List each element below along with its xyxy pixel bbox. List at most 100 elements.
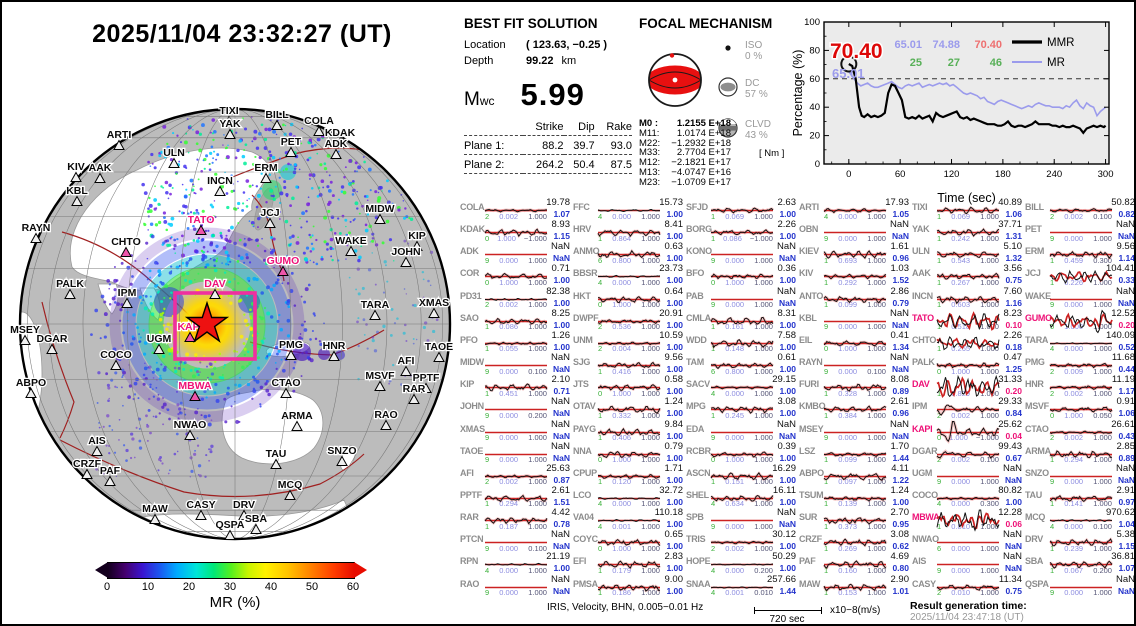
wave-params: 1 0.067 0.200 — [1050, 565, 1112, 575]
wave-params: 0 1.000 1.000 — [711, 277, 773, 287]
wave-cell-KAPI: KAPI 25.62 0.04 0 1.000 −1.000 — [912, 419, 1022, 444]
station-label: CTAO — [272, 377, 301, 389]
rake-header: Rake — [606, 121, 632, 133]
wave-station-code: NNA — [573, 445, 592, 456]
wave-params: 4 0.000 1.000 — [485, 565, 547, 575]
station-triangle-icon — [184, 429, 196, 440]
wave-amplitude-value: NaN — [1115, 462, 1135, 474]
svg-text:0: 0 — [846, 169, 851, 180]
wave-ratio-value: 1.00 — [666, 496, 683, 507]
wave-params: 9 0.000 0.200 — [485, 410, 547, 420]
wave-station-code: KONO — [686, 246, 712, 257]
wave-amplitude-value: NaN — [1002, 529, 1022, 541]
map-station-ARTI: ARTI — [105, 128, 133, 150]
wave-station-code: OBN — [799, 224, 819, 235]
map-station-TAU: TAU — [264, 447, 288, 469]
station-triangle-icon — [168, 157, 180, 168]
wave-params: 9 0.000 1.000 — [711, 255, 773, 265]
wave-ratio-value: 0.44 — [1118, 364, 1135, 375]
wave-cell-CMLA: CMLA 8.31 1.00 1 0.161 1.000 — [686, 308, 796, 332]
depth-label: Depth — [464, 55, 494, 67]
wave-ratio-value: 1.15 — [1118, 541, 1135, 552]
mr-colorbar: 0 10 20 30 40 50 60 MR (%) — [90, 562, 380, 611]
station-label: QSPA — [216, 519, 245, 531]
station-triangle-icon — [104, 475, 116, 486]
wave-params: 6 0.000 1.000 — [937, 543, 999, 553]
wave-cell-JCJ: JCJ 104.41 0.33 1 0.226 1.000 — [1025, 263, 1134, 287]
wave-station-code: CPUP — [573, 467, 597, 478]
waveform-trace — [483, 227, 548, 239]
waveform-trace — [823, 207, 887, 215]
station-triangle-icon — [328, 350, 340, 361]
wave-params: 4 0.000 1.000 — [1050, 344, 1112, 354]
location-value: ( 123.63, −0.25 ) — [526, 39, 608, 51]
wave-cell-MSVF: MSVF 0.91 1.06 0 1.000 0.050 — [1025, 396, 1134, 420]
colorbar-tick: 40 — [264, 581, 278, 593]
wave-amplitude-value: NaN — [550, 241, 570, 253]
map-station-PPTF: PPTF — [411, 371, 441, 393]
station-label: KBL — [66, 185, 88, 197]
wave-cell-QSPA: QSPA NaN NaN 9 0.000 1.000 — [1025, 573, 1135, 598]
wave-station-code: VA04 — [573, 512, 594, 523]
wave-params: 4 0.000 0.200 — [711, 565, 773, 575]
wave-amplitude-value: 2.70 — [890, 507, 910, 519]
station-label: ABPO — [16, 377, 46, 389]
station-triangle-icon — [195, 224, 207, 235]
station-triangle-icon — [291, 420, 303, 431]
wave-ratio-value: 1.44 — [892, 452, 909, 463]
waveform-trace — [597, 383, 662, 392]
wave-amplitude-value: NaN — [1115, 573, 1135, 585]
wave-cell-KDAK: KDAK 8.93 1.15 0 1.000 −1.000 — [460, 219, 570, 243]
station-triangle-icon — [223, 115, 235, 126]
wave-params: 1 0.226 1.000 — [1050, 277, 1112, 287]
station-label: DAV — [204, 278, 225, 290]
wave-cell-RCBR: RCBR 0.39 1.00 0 1.000 1.000 — [686, 441, 796, 465]
station-triangle-icon — [271, 119, 283, 130]
wave-params: 2 0.002 1.000 — [937, 410, 999, 420]
iso-icon — [725, 45, 731, 51]
current-point-marker — [840, 55, 858, 73]
wave-cell-PFO: PFO 1.26 1.00 1 0.055 1.000 — [460, 330, 570, 354]
wave-params: 1 0.153 1.000 — [824, 588, 886, 598]
wave-params: 1 0.267 1.000 — [937, 277, 999, 287]
wave-ratio-value: 1.00 — [666, 430, 683, 441]
wave-station-code: TAOE — [460, 445, 484, 456]
waveform-trace — [823, 537, 888, 548]
wave-station-code: TIXI — [912, 202, 928, 212]
wave-station-code: PFO — [460, 334, 478, 345]
map-station-COLA: COLA — [303, 114, 336, 136]
station-triangle-icon — [214, 185, 226, 196]
wave-station-code: PTCN — [460, 534, 484, 545]
wave-station-code: SJG — [573, 357, 591, 368]
wave-cell-NNA: NNA 0.79 1.00 0 1.000 1.000 — [573, 441, 683, 465]
wave-amplitude-value: NaN — [776, 241, 796, 253]
waveform-trace — [936, 495, 1000, 502]
wave-params: 1 0.693 1.000 — [824, 255, 886, 265]
waveform-trace — [596, 405, 662, 415]
wave-station-code: SACV — [686, 379, 710, 390]
wave-station-code: BBSR — [573, 268, 598, 279]
wave-params: 9 0.000 1.000 — [824, 433, 886, 442]
waveform-trace — [1049, 207, 1113, 214]
current-mr-value: 65.01 — [832, 66, 865, 81]
wave-station-code: SBA — [1025, 556, 1044, 567]
annotation-value: 74.88 — [932, 39, 960, 51]
wave-ratio-value: 1.07 — [1118, 563, 1135, 574]
wave-ratio-value: 0.18 — [1005, 341, 1022, 352]
station-label: MIDW — [365, 203, 394, 215]
wave-amplitude-value: 26.61 — [1111, 418, 1135, 430]
magnitude-label: Mwc — [464, 89, 495, 110]
station-label: KDAK — [325, 127, 356, 139]
waveform-trace — [822, 249, 887, 261]
waveform-trace — [823, 339, 887, 347]
wave-cell-YAK: YAK 37.71 1.31 1 0.242 1.000 — [912, 219, 1022, 243]
depth-unit: km — [561, 55, 577, 67]
wave-cell-ANTO: ANTO 2.86 0.79 1 0.099 1.000 — [799, 286, 909, 310]
wave-ratio-value: 1.00 — [553, 297, 570, 308]
station-label: MAW — [142, 503, 168, 515]
wave-cell-GUMO: GUMO 12.52 0.20 0 1.000 1.000 — [1025, 308, 1134, 334]
wave-params: 9 0.000 1.000 — [711, 433, 773, 442]
wave-ratio-value: 1.00 — [666, 541, 683, 552]
wave-amplitude-value: 1.03 — [890, 263, 910, 275]
wave-params: 0 1.000 1.000 — [598, 455, 660, 465]
